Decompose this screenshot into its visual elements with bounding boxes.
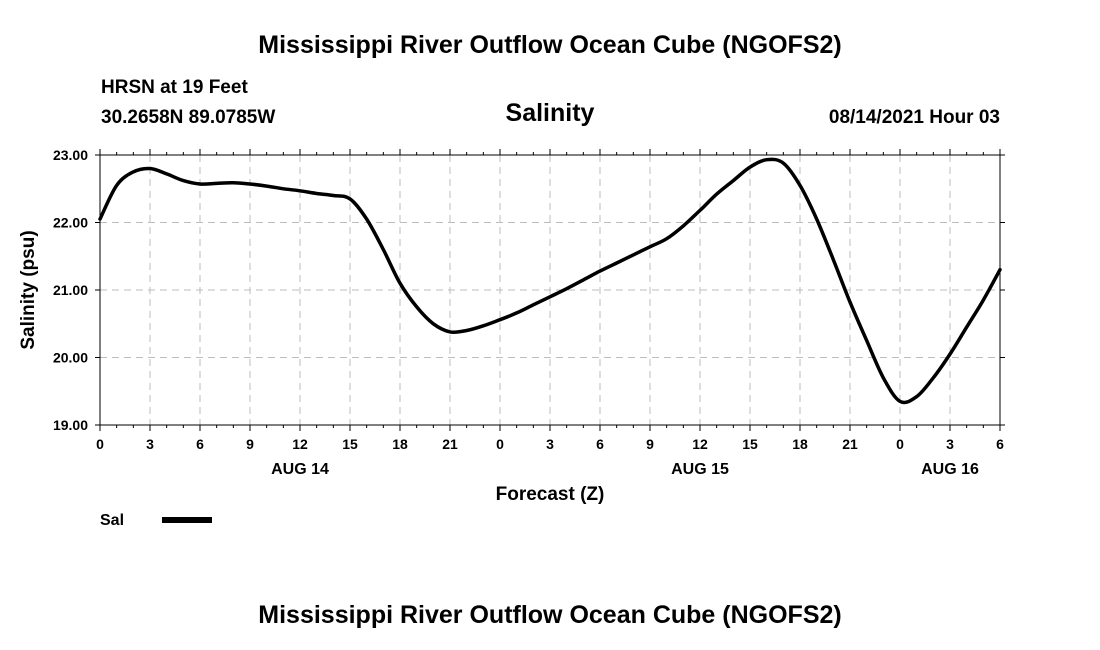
- x-tick-label: 15: [342, 436, 358, 452]
- x-tick-label: 3: [946, 436, 954, 452]
- y-tick-label: 19.00: [53, 417, 88, 433]
- x-tick-label: 9: [246, 436, 254, 452]
- x-tick-label: 21: [442, 436, 458, 452]
- footer-title: Mississippi River Outflow Ocean Cube (NG…: [258, 601, 842, 629]
- axis-ticks: [95, 149, 1005, 431]
- date-label: AUG 14: [271, 461, 329, 478]
- station-coordinates: 30.2658N 89.0785W: [101, 107, 276, 128]
- legend-label: Sal: [100, 512, 124, 529]
- date-label: AUG 16: [921, 461, 979, 478]
- x-tick-label: 12: [692, 436, 708, 452]
- x-tick-label: 9: [646, 436, 654, 452]
- x-tick-label: 0: [896, 436, 904, 452]
- x-tick-label: 3: [546, 436, 554, 452]
- x-tick-label: 21: [842, 436, 858, 452]
- y-tick-labels: 19.00 20.00 21.00 22.00 23.00: [53, 147, 88, 433]
- x-tick-label: 6: [596, 436, 604, 452]
- grid-lines: [100, 155, 1000, 425]
- variable-title: Salinity: [505, 99, 595, 127]
- x-tick-label: 18: [792, 436, 808, 452]
- forecast-timestamp: 08/14/2021 Hour 03: [828, 107, 1000, 128]
- date-labels: AUG 14 AUG 15 AUG 16: [271, 461, 979, 478]
- y-tick-label: 22.00: [53, 215, 88, 231]
- x-tick-labels: 0 3 6 9 12 15 18 21 0 3 6 9 12 15 18 21 0 3 6: [96, 436, 1004, 452]
- station-label: HRSN at 19 Feet: [101, 77, 248, 98]
- x-tick-label: 6: [996, 436, 1004, 452]
- y-tick-label: 23.00: [53, 147, 88, 163]
- x-tick-label: 3: [146, 436, 154, 452]
- date-label: AUG 15: [671, 461, 729, 478]
- x-tick-label: 0: [496, 436, 504, 452]
- x-axis-label: Forecast (Z): [496, 484, 605, 505]
- x-tick-label: 15: [742, 436, 758, 452]
- x-tick-label: 6: [196, 436, 204, 452]
- x-tick-label: 12: [292, 436, 308, 452]
- y-tick-label: 20.00: [53, 350, 88, 366]
- y-tick-label: 21.00: [53, 282, 88, 298]
- x-tick-label: 0: [96, 436, 104, 452]
- chart-title: Mississippi River Outflow Ocean Cube (NG…: [258, 31, 842, 59]
- y-axis-label: Salinity (psu): [18, 230, 39, 349]
- x-tick-label: 18: [392, 436, 408, 452]
- salinity-series-line: [98, 157, 1002, 405]
